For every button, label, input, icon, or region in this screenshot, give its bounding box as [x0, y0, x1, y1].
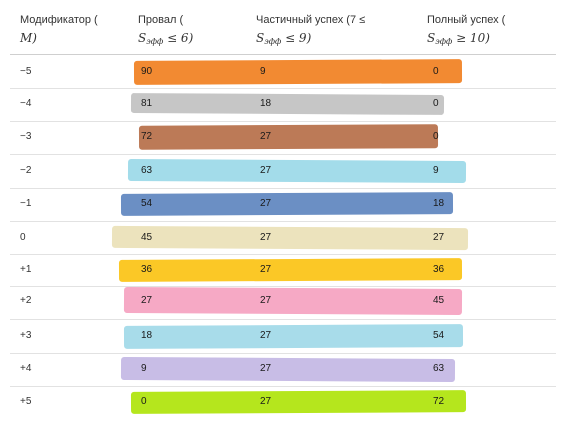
header-fail-formula: Sэфф ≤ 6)	[138, 31, 194, 46]
row-highlight-bar	[120, 192, 454, 216]
fail-cell: 63	[141, 165, 153, 176]
partial-cell: 27	[260, 131, 272, 142]
fail-cell: 81	[141, 98, 153, 109]
row-divider	[10, 254, 556, 255]
fail-cell: 9	[141, 363, 147, 374]
full-cell: 0	[433, 131, 439, 142]
modifier-cell: −2	[20, 165, 32, 176]
header-modifier: Модификатор ( M)	[20, 13, 98, 45]
fail-cell: 72	[141, 131, 153, 142]
row-highlight-bar	[130, 93, 445, 115]
full-cell: 27	[433, 232, 445, 243]
full-cell: 63	[433, 363, 445, 374]
partial-cell: 9	[260, 66, 266, 77]
fail-cell: 90	[141, 66, 153, 77]
row-divider	[10, 353, 556, 354]
partial-cell: 27	[260, 295, 272, 306]
fail-cell: 54	[141, 198, 153, 209]
row-highlight-bar	[133, 59, 463, 85]
modifier-cell: +4	[20, 363, 32, 374]
header-partial: Частичный успех (7 ≤ Sэфф ≤ 9)	[256, 13, 365, 49]
header-fail: Провал ( Sэфф ≤ 6)	[138, 13, 193, 49]
row-highlight-bar	[120, 356, 456, 382]
full-cell: 9	[433, 165, 439, 176]
header-partial-line1: Частичный успех (7 ≤	[256, 14, 366, 26]
row-divider	[10, 88, 556, 89]
row-highlight-bar	[123, 286, 463, 316]
modifier-cell: +2	[20, 295, 32, 306]
row-divider	[10, 121, 556, 122]
modifier-cell: 0	[20, 232, 26, 243]
full-cell: 36	[433, 264, 445, 275]
header-modifier-line1: Модификатор (	[20, 14, 98, 26]
row-highlight-bar	[127, 158, 467, 184]
fail-cell: 0	[141, 396, 147, 407]
header-partial-formula: Sэфф ≤ 9)	[256, 31, 312, 46]
modifier-cell: −4	[20, 98, 32, 109]
row-highlight-bar	[118, 258, 463, 282]
partial-cell: 27	[260, 330, 272, 341]
partial-cell: 18	[260, 98, 272, 109]
full-cell: 0	[433, 98, 439, 109]
row-divider	[10, 154, 556, 155]
row-divider	[10, 386, 556, 387]
fail-cell: 27	[141, 295, 153, 306]
row-highlight-bar	[138, 124, 439, 150]
header-full: Полный успех ( Sэфф ≥ 10)	[427, 13, 505, 49]
partial-cell: 27	[260, 363, 272, 374]
full-cell: 45	[433, 295, 445, 306]
partial-cell: 27	[260, 198, 272, 209]
full-cell: 18	[433, 198, 445, 209]
partial-cell: 27	[260, 264, 272, 275]
row-divider	[10, 221, 556, 222]
row-divider	[10, 286, 556, 287]
header-modifier-line2: M)	[20, 31, 37, 45]
header-fail-line1: Провал (	[138, 14, 184, 26]
header-full-line1: Полный успех (	[427, 14, 506, 26]
modifier-cell: +3	[20, 330, 32, 341]
partial-cell: 27	[260, 396, 272, 407]
row-divider	[10, 319, 556, 320]
header-divider	[10, 54, 556, 55]
row-highlight-bar	[111, 225, 469, 251]
partial-cell: 27	[260, 165, 272, 176]
modifier-cell: −5	[20, 66, 32, 77]
modifier-cell: +1	[20, 264, 32, 275]
fail-cell: 36	[141, 264, 153, 275]
partial-cell: 27	[260, 232, 272, 243]
modifier-cell: −1	[20, 198, 32, 209]
full-cell: 0	[433, 66, 439, 77]
row-highlight-bar	[130, 390, 467, 414]
full-cell: 72	[433, 396, 445, 407]
fail-cell: 45	[141, 232, 153, 243]
fail-cell: 18	[141, 330, 153, 341]
row-divider	[10, 188, 556, 189]
modifier-cell: +5	[20, 396, 32, 407]
modifier-cell: −3	[20, 131, 32, 142]
header-full-formula: Sэфф ≥ 10)	[427, 31, 490, 46]
row-highlight-bar	[123, 323, 464, 349]
full-cell: 54	[433, 330, 445, 341]
